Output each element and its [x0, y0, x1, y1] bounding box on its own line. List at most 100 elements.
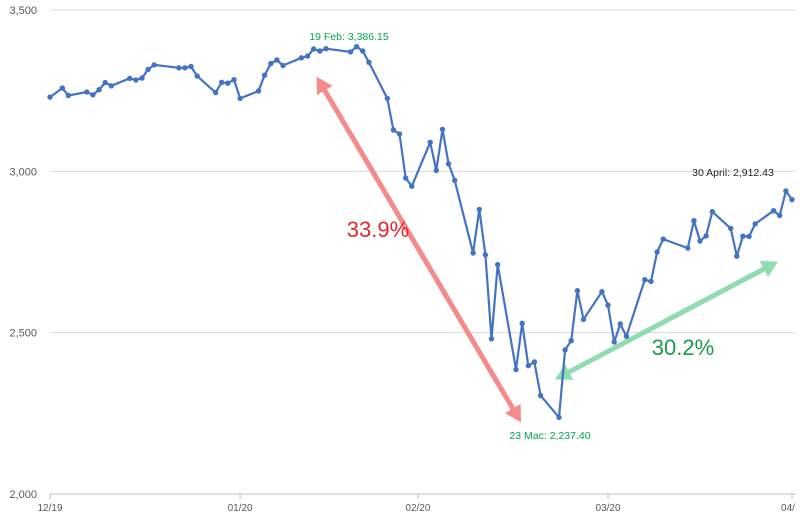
data-point [452, 177, 458, 184]
data-point [789, 196, 795, 203]
data-point [728, 225, 734, 232]
x-tick-label: 01/20 [228, 503, 253, 514]
data-point [531, 359, 538, 365]
data-point [642, 277, 648, 283]
data-point [274, 57, 280, 63]
data-point [311, 46, 317, 52]
arrow-head [505, 404, 521, 423]
data-point [654, 249, 660, 255]
arrow-head [759, 261, 778, 278]
decline-arrow [316, 76, 521, 423]
data-point [84, 89, 90, 95]
data-point [685, 245, 691, 251]
data-point [384, 95, 390, 102]
data-point [194, 73, 200, 79]
data-point [617, 321, 623, 327]
data-point [396, 131, 403, 137]
change-arrows [316, 76, 778, 423]
data-point [562, 347, 568, 353]
arrow-shaft [565, 265, 768, 376]
data-point [439, 126, 446, 133]
data-point [261, 72, 268, 78]
trough-annotation: 23 Mac: 2,237.40 [509, 430, 590, 442]
y-tick-labels: 2,000 2,500 3,000 3,500 [9, 5, 37, 501]
data-point [427, 139, 433, 145]
data-point [145, 66, 151, 73]
x-tick-label: 03/20 [596, 503, 621, 514]
recovery-percent-label: 30.2% [652, 335, 714, 360]
recovery-arrow [554, 261, 778, 380]
data-point [323, 46, 329, 52]
data-point [188, 63, 194, 70]
data-point [139, 75, 145, 81]
data-point [599, 289, 605, 295]
y-tick-label: 2,000 [9, 489, 37, 501]
data-point [237, 95, 243, 102]
data-point [513, 366, 519, 373]
data-point [433, 167, 439, 174]
data-point [65, 92, 72, 99]
data-point [482, 252, 489, 258]
x-tick-label: 04/ [781, 503, 795, 514]
data-point [96, 87, 102, 93]
data-point [660, 236, 666, 242]
last-annotation: 30 April: 2,912.43 [692, 167, 774, 179]
data-point [476, 206, 482, 213]
arrow-shaft [320, 86, 517, 413]
y-tick-label: 3,000 [9, 166, 37, 178]
data-point [317, 48, 323, 54]
data-point [176, 65, 182, 71]
data-point [151, 62, 157, 68]
data-point [47, 94, 53, 100]
data-point [360, 48, 366, 54]
data-point [777, 212, 783, 219]
data-point [495, 261, 501, 268]
data-point [752, 221, 758, 227]
data-point [445, 161, 452, 167]
data-point [740, 233, 746, 239]
data-point [102, 79, 108, 86]
data-point [783, 188, 789, 194]
data-point [403, 175, 409, 181]
data-point [390, 127, 397, 133]
data-point [212, 89, 219, 96]
data-point [556, 414, 562, 421]
decline-percent-label: 33.9% [347, 217, 409, 242]
data-point [703, 233, 709, 239]
data-point [519, 320, 525, 326]
data-point [568, 338, 574, 344]
data-point [268, 60, 274, 67]
data-point [231, 77, 237, 83]
data-point [611, 339, 617, 345]
series-line [49, 45, 793, 419]
data-point [304, 53, 311, 59]
data-point [488, 336, 495, 342]
data-point [574, 288, 581, 294]
series-points [47, 44, 795, 421]
x-tick-label: 12/19 [37, 503, 62, 514]
data-point [605, 302, 611, 308]
x-tick-labels: 12/19 01/20 02/20 03/20 04/ [37, 503, 795, 514]
data-point [90, 92, 96, 98]
data-point [108, 83, 115, 89]
data-point [225, 80, 231, 86]
data-point [623, 333, 630, 339]
y-tick-label: 3,500 [9, 5, 37, 17]
gridlines [49, 9, 796, 499]
data-point [353, 44, 360, 50]
data-point [470, 250, 476, 256]
data-point [709, 209, 715, 215]
data-point [347, 49, 354, 55]
data-point [127, 75, 133, 82]
data-point [255, 88, 262, 94]
data-point [182, 65, 188, 71]
data-point [525, 362, 531, 369]
data-point [133, 77, 139, 83]
data-point [746, 233, 752, 240]
data-point [409, 183, 415, 189]
data-point [697, 238, 703, 244]
arrow-head [316, 76, 333, 96]
data-point [59, 85, 65, 91]
data-point [734, 253, 740, 259]
